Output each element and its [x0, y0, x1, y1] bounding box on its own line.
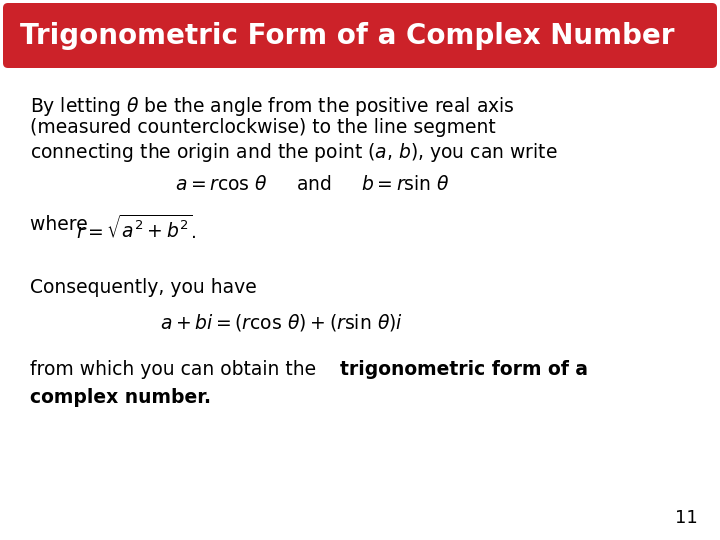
- FancyBboxPatch shape: [3, 3, 717, 68]
- Text: $r = \sqrt{a^2 + b^2}.$: $r = \sqrt{a^2 + b^2}.$: [76, 215, 197, 243]
- Text: $a + bi = (r\cos\,\theta) + (r\sin\,\theta)i$: $a + bi = (r\cos\,\theta) + (r\sin\,\the…: [160, 312, 403, 333]
- Text: connecting the origin and the point ($a$, $b$), you can write: connecting the origin and the point ($a$…: [30, 141, 557, 164]
- Text: Consequently, you have: Consequently, you have: [30, 278, 257, 297]
- Text: complex number.: complex number.: [30, 388, 211, 407]
- Text: trigonometric form of a: trigonometric form of a: [340, 360, 588, 379]
- Text: from which you can obtain the: from which you can obtain the: [30, 360, 322, 379]
- Text: Trigonometric Form of a Complex Number: Trigonometric Form of a Complex Number: [20, 22, 675, 50]
- Text: $a = r\cos\,\theta$     and     $b = r\sin\,\theta$: $a = r\cos\,\theta$ and $b = r\sin\,\the…: [175, 175, 450, 194]
- Text: where: where: [30, 215, 94, 234]
- Text: By letting $\theta$ be the angle from the positive real axis: By letting $\theta$ be the angle from th…: [30, 95, 515, 118]
- Text: (measured counterclockwise) to the line segment: (measured counterclockwise) to the line …: [30, 118, 496, 137]
- Text: 11: 11: [675, 509, 698, 527]
